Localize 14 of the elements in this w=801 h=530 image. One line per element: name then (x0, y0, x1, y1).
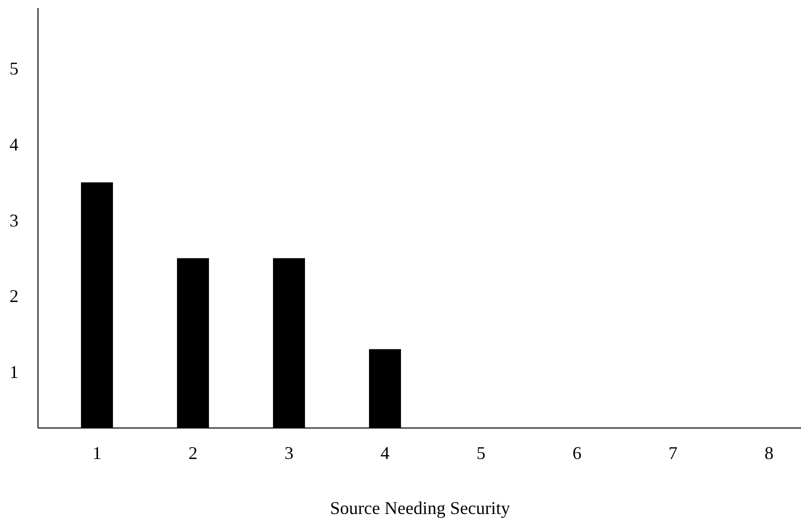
x-tick-label: 5 (476, 443, 486, 463)
y-tick-label: 4 (10, 134, 18, 154)
x-tick-label: 1 (92, 443, 102, 463)
x-tick-label: 2 (188, 443, 198, 463)
x-axis-title: Source Needing Security (330, 498, 510, 518)
x-tick-label: 7 (668, 443, 678, 463)
y-tick-label: 5 (10, 58, 18, 79)
x-tick-label: 4 (380, 443, 390, 463)
y-tick-label: 1 (10, 362, 18, 382)
y-tick-label: 3 (10, 210, 18, 230)
x-tick-label: 8 (764, 443, 774, 463)
x-tick-label: 6 (572, 443, 582, 463)
x-tick-label: 3 (284, 443, 294, 463)
y-tick-label: 2 (10, 286, 18, 306)
